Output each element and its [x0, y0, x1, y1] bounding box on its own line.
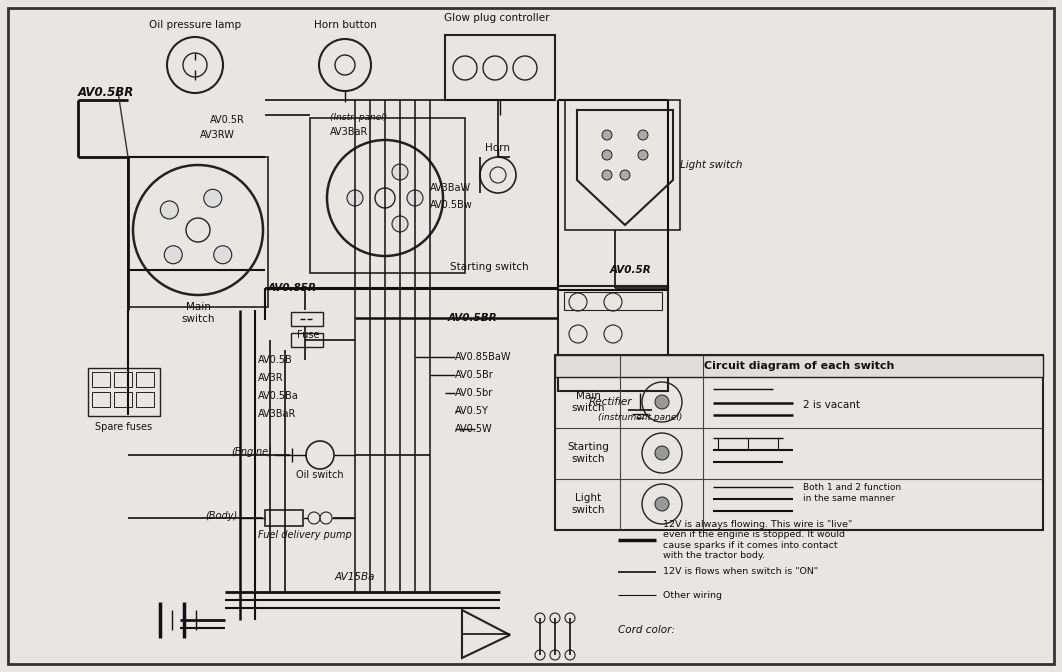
- Text: Oil switch: Oil switch: [296, 470, 344, 480]
- Text: Starting
switch: Starting switch: [567, 442, 609, 464]
- Text: (Engine): (Engine): [232, 447, 272, 457]
- Bar: [558, 286, 668, 391]
- Bar: [114, 392, 132, 407]
- Text: AV0.85R: AV0.85R: [268, 283, 316, 293]
- Bar: [291, 333, 323, 347]
- Circle shape: [160, 201, 178, 219]
- Bar: [291, 312, 323, 326]
- Bar: [555, 355, 1043, 530]
- Text: (Instr. panel): (Instr. panel): [330, 114, 388, 122]
- Circle shape: [392, 164, 408, 180]
- Bar: [92, 372, 110, 387]
- Bar: [136, 392, 154, 407]
- Circle shape: [602, 130, 612, 140]
- Text: AV15Ba: AV15Ba: [335, 572, 375, 582]
- Text: Light switch: Light switch: [680, 160, 742, 170]
- Bar: [266, 510, 303, 526]
- Bar: [555, 355, 1043, 377]
- Bar: [114, 372, 132, 387]
- Text: Light
switch: Light switch: [571, 493, 604, 515]
- Text: AV0.5BR: AV0.5BR: [78, 85, 134, 99]
- Text: Spare fuses: Spare fuses: [96, 422, 153, 432]
- Text: Fuse: Fuse: [296, 330, 320, 340]
- Bar: [92, 392, 110, 407]
- Text: AV0.5Br: AV0.5Br: [455, 370, 494, 380]
- Circle shape: [655, 446, 669, 460]
- Text: Cord color:: Cord color:: [618, 625, 674, 635]
- Bar: [129, 157, 268, 307]
- Text: 2 is vacant: 2 is vacant: [803, 400, 860, 410]
- Text: AV0.5Bw: AV0.5Bw: [430, 200, 473, 210]
- Circle shape: [407, 190, 423, 206]
- Text: Main
switch: Main switch: [571, 391, 604, 413]
- Bar: [445, 35, 555, 100]
- Circle shape: [347, 190, 363, 206]
- Text: Oil pressure lamp: Oil pressure lamp: [149, 20, 241, 30]
- Bar: [310, 118, 465, 273]
- Text: (Body): (Body): [206, 511, 238, 521]
- Text: Glow plug controller: Glow plug controller: [444, 13, 550, 23]
- Text: (instrument panel): (instrument panel): [598, 413, 682, 422]
- Text: AV0.5R: AV0.5R: [610, 265, 652, 275]
- Circle shape: [602, 170, 612, 180]
- Text: Starting switch: Starting switch: [450, 262, 529, 272]
- Text: Fuel delivery pump: Fuel delivery pump: [258, 530, 352, 540]
- Text: AV3R: AV3R: [258, 373, 284, 383]
- Circle shape: [602, 150, 612, 160]
- Text: AV0.5W: AV0.5W: [455, 424, 493, 434]
- Circle shape: [655, 497, 669, 511]
- Text: AV0.5B: AV0.5B: [258, 355, 293, 365]
- Text: 12V is flows when switch is "ON": 12V is flows when switch is "ON": [663, 567, 818, 577]
- Bar: [88, 368, 160, 416]
- Text: AV3BaW: AV3BaW: [430, 183, 472, 193]
- Text: AV3BaR: AV3BaR: [258, 409, 296, 419]
- Circle shape: [638, 130, 648, 140]
- Text: Both 1 and 2 function
in the same manner: Both 1 and 2 function in the same manner: [803, 483, 902, 503]
- Text: AV0.5R: AV0.5R: [210, 115, 245, 125]
- Text: Other wiring: Other wiring: [663, 591, 722, 599]
- Text: Main
switch: Main switch: [182, 302, 215, 324]
- Text: Horn button: Horn button: [313, 20, 376, 30]
- Text: AV0.5Ba: AV0.5Ba: [258, 391, 298, 401]
- Text: Rectifier: Rectifier: [588, 397, 632, 407]
- Bar: [564, 292, 662, 310]
- Circle shape: [392, 216, 408, 232]
- Circle shape: [165, 246, 183, 263]
- Bar: [136, 372, 154, 387]
- Circle shape: [204, 190, 222, 207]
- Text: AV3BaR: AV3BaR: [330, 127, 369, 137]
- Text: AV0.5br: AV0.5br: [455, 388, 493, 398]
- Circle shape: [620, 170, 630, 180]
- Text: Horn: Horn: [485, 143, 511, 153]
- Text: Circuit diagram of each switch: Circuit diagram of each switch: [704, 361, 894, 371]
- Text: AV0.5BR: AV0.5BR: [448, 313, 498, 323]
- Text: AV0.5Y: AV0.5Y: [455, 406, 489, 416]
- Circle shape: [213, 246, 232, 263]
- Bar: [565, 100, 680, 230]
- Text: AV0.85BaW: AV0.85BaW: [455, 352, 512, 362]
- Text: 12V is always flowing. This wire is "live"
even if the engine is stopped. It wou: 12V is always flowing. This wire is "liv…: [663, 520, 852, 560]
- Text: AV3RW: AV3RW: [200, 130, 235, 140]
- Circle shape: [655, 395, 669, 409]
- Circle shape: [638, 150, 648, 160]
